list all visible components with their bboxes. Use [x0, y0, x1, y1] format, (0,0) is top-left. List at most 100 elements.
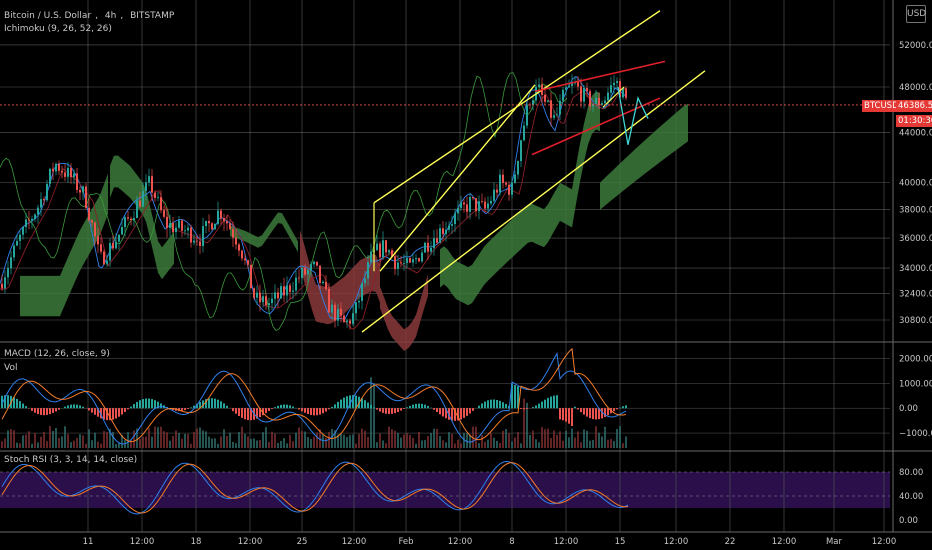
macd-histogram-bar	[601, 408, 603, 419]
volume-bar	[568, 437, 570, 448]
macd-histogram-bar	[121, 408, 123, 415]
candle-body	[580, 86, 582, 102]
macd-histogram-bar	[382, 408, 384, 413]
volume-bar	[604, 426, 606, 448]
volume-bar	[73, 440, 75, 448]
vol-legend[interactable]: Vol	[4, 363, 18, 373]
volume-bar	[58, 437, 60, 448]
candle-body	[289, 285, 291, 292]
volume-bar	[94, 432, 96, 448]
macd-histogram-bar	[466, 408, 468, 416]
macd-histogram-bar	[148, 398, 150, 409]
candle-body	[310, 264, 312, 271]
volume-bar	[7, 430, 9, 448]
candle-body	[472, 197, 474, 199]
macd-histogram-bar	[220, 401, 222, 409]
macd-histogram-bar	[622, 406, 624, 409]
candle-body	[259, 292, 261, 303]
macd-histogram-bar	[526, 408, 528, 410]
macd-histogram-bar	[553, 395, 555, 409]
ichimoku-cloud-bull	[600, 103, 688, 210]
symbol-legend[interactable]: Bitcoin / U.S. Dollar, 4h, BITSTAMP	[4, 11, 175, 21]
volume-bar	[523, 398, 525, 448]
volume-bar	[538, 442, 540, 448]
candle-body	[199, 241, 201, 246]
candle-body	[448, 225, 450, 230]
candle-body	[484, 201, 486, 209]
macd-tick-label: 1000.00	[899, 379, 932, 389]
volume-bar	[571, 428, 573, 448]
volume-bar	[178, 432, 180, 448]
candle-body	[625, 88, 627, 98]
stoch-legend[interactable]: Stoch RSI (3, 3, 14, 14, close)	[4, 455, 138, 465]
macd-line	[1, 352, 627, 445]
time-tick-label: 11	[83, 537, 94, 547]
ichimoku-legend[interactable]: Ichimoku (9, 26, 52, 26)	[4, 24, 112, 34]
macd-histogram-bar	[388, 408, 390, 415]
volume-bar	[418, 431, 420, 448]
macd-histogram-bar	[520, 408, 522, 409]
macd-histogram-bar	[592, 408, 594, 420]
macd-histogram-bar	[490, 399, 492, 409]
volume-bar	[292, 441, 294, 448]
volume-bar	[91, 440, 93, 448]
volume-bar	[13, 430, 15, 448]
candle-body	[4, 277, 6, 289]
volume-bar	[106, 431, 108, 448]
candle-body	[58, 163, 60, 171]
candle-body	[145, 182, 147, 191]
volume-bar	[526, 402, 528, 448]
macd-legend[interactable]: MACD (12, 26, close, 9)	[4, 349, 110, 359]
currency-badge[interactable]: USD	[906, 5, 926, 23]
candle-body	[163, 210, 165, 217]
volume-bar	[406, 433, 408, 448]
macd-histogram-bar	[124, 408, 126, 412]
volume-bar	[34, 432, 36, 448]
macd-histogram-bar	[544, 399, 546, 409]
macd-histogram-bar	[136, 401, 138, 409]
candle-body	[271, 298, 273, 304]
candle-body	[376, 243, 378, 251]
candle-body	[235, 237, 237, 245]
candle-body	[115, 241, 117, 249]
candle-body	[466, 204, 468, 212]
macd-signal-line	[1, 347, 627, 443]
macd-histogram-bar	[325, 408, 327, 412]
candle-body	[478, 201, 480, 212]
macd-histogram-bar	[133, 404, 135, 409]
macd-histogram-bar	[532, 407, 534, 409]
macd-histogram-bar	[76, 404, 78, 409]
macd-histogram-bar	[37, 408, 39, 415]
candle-body	[553, 115, 555, 118]
macd-histogram-bar	[109, 408, 111, 421]
price-tick-label: 44000.00	[899, 129, 932, 139]
last-price-tag: 46386.52	[896, 100, 932, 112]
macd-histogram-bar	[550, 396, 552, 409]
volume-bar	[496, 440, 498, 448]
candle-body	[388, 250, 390, 253]
macd-histogram-bar	[517, 386, 519, 409]
candle-body	[85, 186, 87, 208]
volume-bar	[286, 443, 288, 448]
candle-body	[589, 91, 591, 107]
volume-bar	[340, 433, 342, 448]
volume-bar	[409, 434, 411, 448]
macd-histogram-bar	[283, 404, 285, 409]
macd-histogram-bar	[115, 408, 117, 419]
candle-body	[565, 87, 567, 90]
candle-body	[496, 189, 498, 193]
volume-bar	[172, 436, 174, 448]
macd-histogram-bar	[616, 408, 618, 410]
candle-body	[265, 296, 267, 306]
time-tick-label: 22	[725, 537, 736, 547]
macd-histogram-bar	[208, 398, 210, 409]
volume-bar	[220, 436, 222, 448]
volume-bar	[139, 439, 141, 448]
candle-body	[223, 218, 225, 222]
macd-histogram-bar	[256, 408, 258, 419]
macd-histogram-bar	[187, 408, 189, 409]
macd-histogram-bar	[571, 408, 573, 427]
candle-body	[202, 226, 204, 246]
